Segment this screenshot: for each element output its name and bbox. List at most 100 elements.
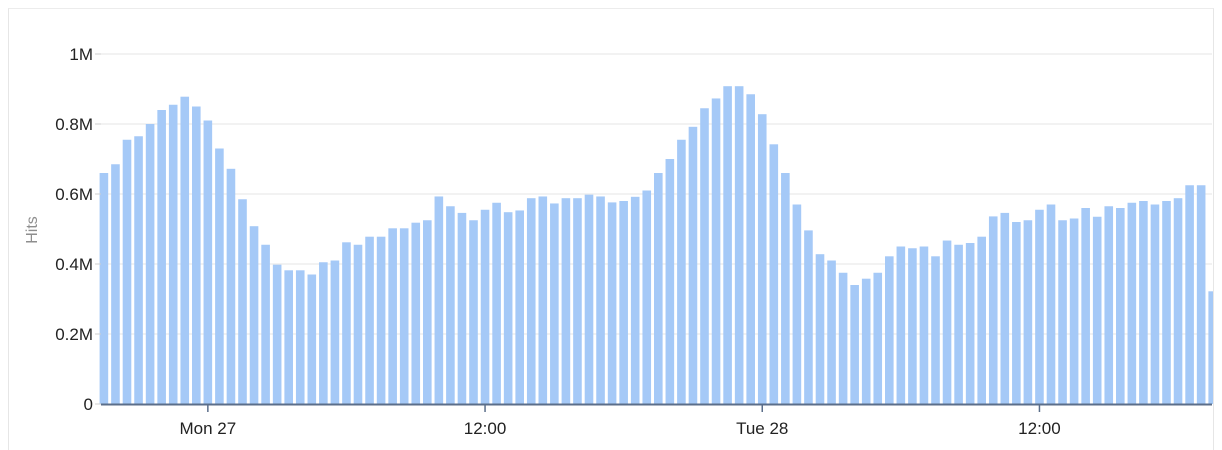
bar [180, 96, 190, 404]
bar [457, 212, 467, 404]
bar [1185, 185, 1194, 404]
bar [1116, 208, 1125, 404]
bar [792, 204, 802, 404]
bar [1046, 204, 1056, 404]
bar [896, 246, 906, 404]
bar [388, 228, 397, 404]
bar [654, 173, 663, 404]
bar [469, 220, 478, 404]
y-axis-tick-labels: 0 0.2M 0.4M 0.6M 0.8M 1M [55, 45, 101, 414]
bar [746, 94, 755, 404]
bar [573, 198, 582, 404]
bar [1104, 206, 1114, 404]
bar [411, 222, 421, 404]
bar [1012, 222, 1021, 404]
bar [885, 256, 894, 404]
bar [503, 212, 513, 404]
bar [665, 159, 675, 404]
bar [111, 164, 120, 404]
y-tick-label: 0.8M [55, 115, 93, 134]
bar [688, 126, 698, 405]
bar [965, 243, 975, 404]
bar [538, 196, 548, 404]
bar [365, 236, 374, 404]
bar [238, 199, 247, 404]
bar [757, 114, 767, 404]
bar [931, 256, 940, 404]
bar [122, 139, 132, 404]
y-tick-label: 0 [84, 395, 93, 414]
bar [226, 168, 236, 404]
bar [353, 244, 363, 404]
bar [492, 202, 501, 404]
bar [711, 98, 721, 404]
bar [168, 104, 178, 404]
bar [861, 278, 871, 404]
bar [1081, 208, 1090, 404]
bar [319, 262, 328, 404]
bar [827, 260, 836, 404]
bar [423, 220, 432, 404]
bar [700, 108, 709, 404]
bar [1173, 198, 1183, 404]
bar [908, 248, 917, 404]
x-tick-label: 12:00 [464, 419, 507, 438]
x-axis: Mon 27 12:00 Tue 28 12:00 [101, 403, 1212, 438]
bar [284, 270, 293, 404]
bar [596, 196, 605, 404]
y-tick-label: 0.6M [55, 185, 93, 204]
bar [769, 144, 779, 405]
bar [838, 272, 848, 404]
bar [1127, 202, 1137, 404]
bar [446, 206, 455, 404]
bar [1150, 204, 1160, 404]
bar [1196, 185, 1206, 404]
bar [550, 203, 559, 404]
bar [434, 196, 444, 404]
bar [723, 86, 732, 404]
y-tick-label: 0.4M [55, 255, 93, 274]
bar [376, 236, 386, 404]
bar [781, 173, 790, 404]
bar [1069, 218, 1079, 404]
bar [1023, 220, 1033, 404]
y-tick-label: 1M [69, 45, 93, 64]
bar [215, 148, 224, 404]
bar [850, 285, 859, 404]
bar [249, 226, 259, 404]
x-tick-label: Tue 28 [736, 419, 788, 438]
bar [1092, 216, 1102, 404]
bar [515, 210, 524, 404]
x-tick-label: 12:00 [1018, 419, 1061, 438]
bar [607, 202, 617, 404]
bar [1139, 201, 1148, 404]
bar [804, 230, 813, 404]
bar [480, 209, 490, 404]
bar [584, 194, 594, 404]
bar [1000, 212, 1010, 404]
bar [561, 198, 571, 404]
bar [272, 264, 282, 404]
bar [330, 260, 340, 404]
y-axis-title: Hits [24, 216, 41, 244]
bar [261, 244, 270, 404]
bar [919, 246, 929, 404]
bar [1035, 209, 1044, 404]
bar [203, 120, 213, 404]
bar [145, 124, 155, 404]
bar [630, 196, 640, 404]
bar [677, 139, 686, 404]
bar [815, 254, 825, 404]
bar [307, 274, 317, 404]
bar [977, 236, 986, 404]
bar [619, 201, 628, 404]
bar [157, 110, 166, 404]
bar [873, 272, 883, 404]
y-tick-label: 0.2M [55, 325, 93, 344]
bar [342, 242, 351, 404]
x-tick-label: Mon 27 [179, 419, 236, 438]
bar [642, 190, 652, 404]
bar [526, 198, 536, 404]
bar [134, 136, 143, 404]
